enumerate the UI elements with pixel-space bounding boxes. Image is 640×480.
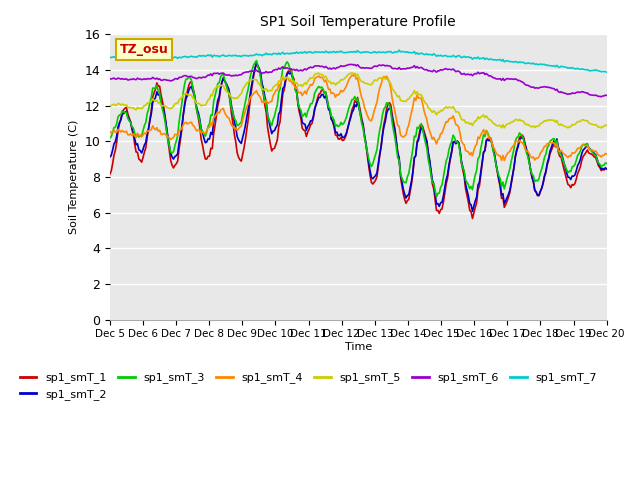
Title: SP1 Soil Temperature Profile: SP1 Soil Temperature Profile (260, 15, 456, 29)
sp1_smT_3 (603, 161, 611, 167)
sp1_smT_3 (253, 58, 260, 63)
sp1_smT_5 (254, 80, 262, 85)
sp1_smT_5 (577, 119, 584, 124)
X-axis label: Time: Time (345, 342, 372, 352)
Y-axis label: Soil Temperature (C): Soil Temperature (C) (68, 120, 79, 234)
sp1_smT_1 (167, 158, 175, 164)
sp1_smT_4 (351, 72, 358, 78)
sp1_smT_4 (167, 137, 175, 143)
Line: sp1_smT_5: sp1_smT_5 (110, 73, 607, 128)
sp1_smT_6 (106, 76, 114, 82)
sp1_smT_3 (433, 194, 440, 200)
sp1_smT_2 (272, 124, 280, 130)
sp1_smT_2 (468, 208, 476, 214)
sp1_smT_4 (578, 143, 586, 148)
Line: sp1_smT_3: sp1_smT_3 (110, 60, 607, 197)
sp1_smT_3 (255, 68, 263, 74)
sp1_smT_2 (578, 150, 586, 156)
sp1_smT_1 (280, 87, 288, 93)
sp1_smT_3 (578, 144, 586, 149)
sp1_smT_4 (323, 82, 331, 87)
sp1_smT_6 (271, 67, 278, 73)
sp1_smT_7 (279, 49, 287, 55)
sp1_smT_5 (348, 70, 356, 76)
sp1_smT_2 (324, 107, 332, 112)
sp1_smT_6 (603, 93, 611, 98)
sp1_smT_3 (280, 66, 288, 72)
sp1_smT_1 (106, 171, 114, 177)
sp1_smT_1 (253, 60, 260, 66)
sp1_smT_1 (324, 104, 332, 110)
sp1_smT_4 (106, 129, 114, 134)
sp1_smT_4 (279, 74, 287, 80)
sp1_smT_6 (577, 89, 584, 95)
sp1_smT_1 (603, 166, 611, 172)
sp1_smT_7 (167, 55, 175, 61)
sp1_smT_6 (254, 69, 262, 74)
sp1_smT_7 (254, 52, 262, 58)
sp1_smT_2 (280, 84, 288, 90)
sp1_smT_3 (167, 150, 175, 156)
Line: sp1_smT_7: sp1_smT_7 (110, 50, 607, 72)
sp1_smT_1 (468, 216, 476, 221)
sp1_smT_4 (254, 92, 262, 97)
sp1_smT_7 (323, 49, 331, 55)
Text: TZ_osu: TZ_osu (120, 43, 168, 56)
sp1_smT_6 (597, 94, 605, 100)
sp1_smT_6 (348, 61, 356, 67)
sp1_smT_6 (167, 78, 175, 84)
sp1_smT_5 (323, 76, 331, 82)
sp1_smT_1 (272, 141, 280, 147)
sp1_smT_2 (255, 66, 263, 72)
sp1_smT_2 (603, 166, 611, 172)
sp1_smT_7 (603, 69, 611, 75)
sp1_smT_5 (106, 102, 114, 108)
sp1_smT_7 (271, 51, 278, 57)
sp1_smT_6 (279, 64, 287, 70)
sp1_smT_4 (603, 151, 611, 157)
Line: sp1_smT_2: sp1_smT_2 (110, 63, 607, 211)
sp1_smT_5 (597, 125, 605, 131)
sp1_smT_5 (279, 73, 287, 79)
sp1_smT_2 (106, 154, 114, 160)
sp1_smT_1 (255, 67, 263, 72)
sp1_smT_5 (271, 84, 278, 89)
Legend: sp1_smT_1, sp1_smT_2, sp1_smT_3, sp1_smT_4, sp1_smT_5, sp1_smT_6, sp1_smT_7: sp1_smT_1, sp1_smT_2, sp1_smT_3, sp1_smT… (15, 368, 602, 404)
sp1_smT_6 (323, 65, 331, 71)
Line: sp1_smT_6: sp1_smT_6 (110, 64, 607, 97)
sp1_smT_2 (167, 151, 175, 156)
sp1_smT_4 (271, 90, 278, 96)
sp1_smT_5 (603, 122, 611, 128)
sp1_smT_7 (396, 47, 403, 53)
sp1_smT_7 (106, 54, 114, 60)
sp1_smT_5 (167, 106, 175, 112)
sp1_smT_1 (578, 157, 586, 163)
sp1_smT_2 (253, 60, 260, 66)
sp1_smT_3 (106, 135, 114, 141)
sp1_smT_4 (500, 157, 508, 163)
sp1_smT_3 (272, 107, 280, 113)
Line: sp1_smT_4: sp1_smT_4 (110, 75, 607, 160)
sp1_smT_3 (324, 104, 332, 110)
Line: sp1_smT_1: sp1_smT_1 (110, 63, 607, 218)
sp1_smT_7 (577, 67, 584, 72)
